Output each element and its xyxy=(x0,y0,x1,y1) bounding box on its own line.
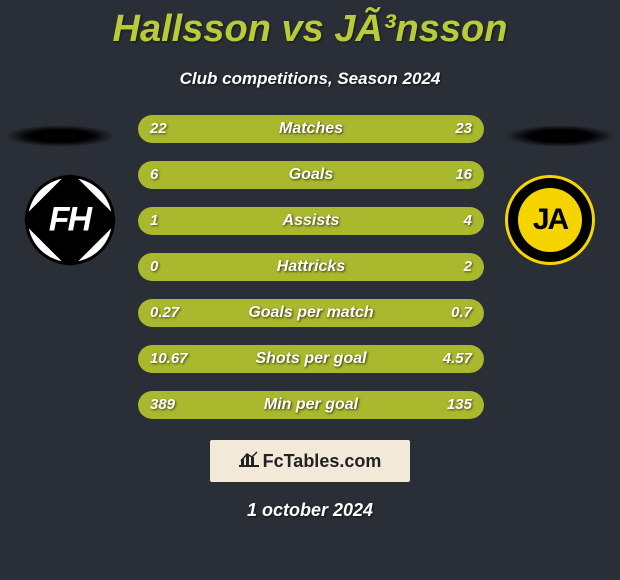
team-left-abbr: FH xyxy=(49,200,90,239)
stat-label: Assists xyxy=(138,207,484,235)
brand-box[interactable]: FcTables.com xyxy=(210,440,410,482)
brand-text: FcTables.com xyxy=(263,451,382,472)
subtitle: Club competitions, Season 2024 xyxy=(0,69,620,89)
stat-row: 14Assists xyxy=(138,207,484,235)
stat-label: Matches xyxy=(138,115,484,143)
date-text: 1 october 2024 xyxy=(0,500,620,521)
stat-label: Goals xyxy=(138,161,484,189)
stat-row: 389135Min per goal xyxy=(138,391,484,419)
stat-label: Min per goal xyxy=(138,391,484,419)
stat-row: 10.674.57Shots per goal xyxy=(138,345,484,373)
team-right-abbr: JA xyxy=(533,203,567,237)
stat-label: Goals per match xyxy=(138,299,484,327)
shadow-right xyxy=(505,125,615,147)
team-right-crest: JA xyxy=(505,175,595,265)
stat-row: 616Goals xyxy=(138,161,484,189)
team-left-crest: FH xyxy=(25,175,115,265)
stat-row: 0.270.7Goals per match xyxy=(138,299,484,327)
chart-icon xyxy=(239,451,259,472)
shadow-left xyxy=(5,125,115,147)
stat-label: Shots per goal xyxy=(138,345,484,373)
stat-row: 02Hattricks xyxy=(138,253,484,281)
stat-row: 2223Matches xyxy=(138,115,484,143)
page-title: Hallsson vs JÃ³nsson xyxy=(0,0,620,51)
stat-label: Hattricks xyxy=(138,253,484,281)
stat-bars: 2223Matches 616Goals 14Assists 02Hattricks 0… xyxy=(138,115,484,437)
